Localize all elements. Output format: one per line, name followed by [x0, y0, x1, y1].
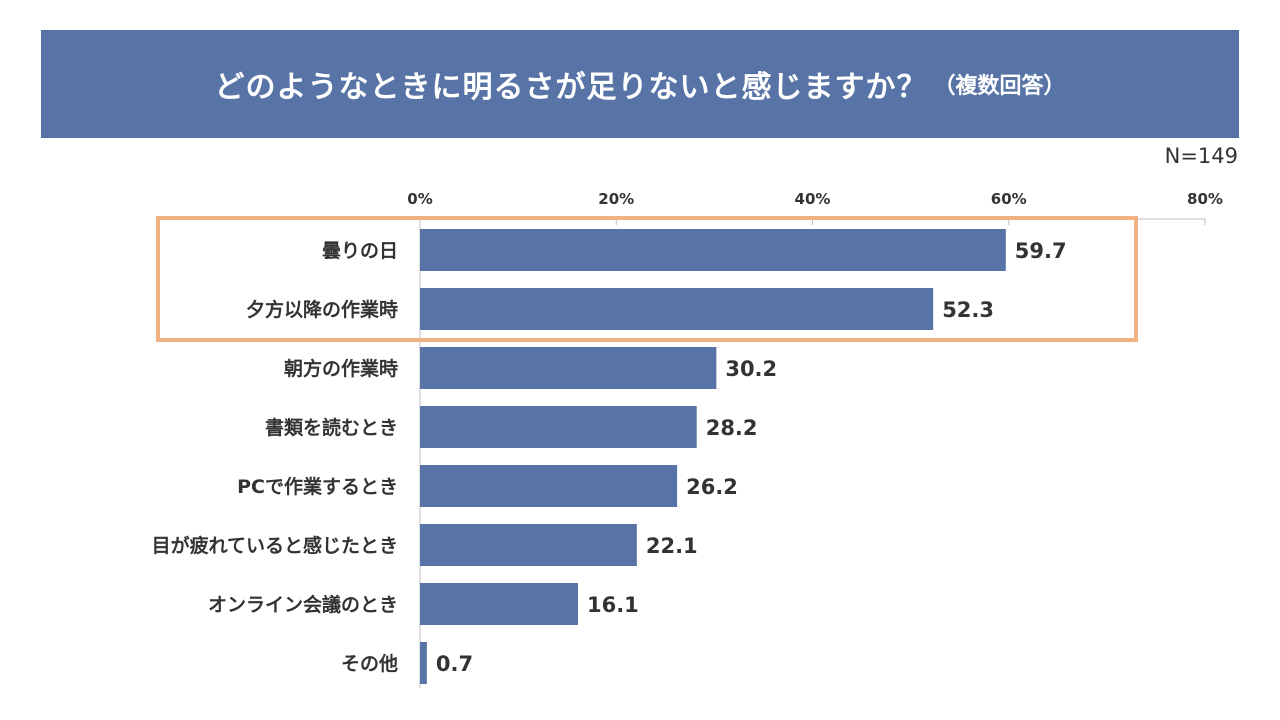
bar [420, 583, 578, 625]
bar [420, 406, 697, 448]
category-label: 夕方以降の作業時 [246, 298, 398, 321]
x-tick-label: 80% [1187, 190, 1223, 208]
data-label: 22.1 [646, 534, 698, 558]
bar [420, 465, 678, 507]
category-label: その他 [341, 652, 398, 675]
data-label: 52.3 [942, 298, 994, 322]
bar [420, 347, 717, 389]
x-tick-label: 20% [598, 190, 634, 208]
bar [420, 229, 1006, 271]
category-label: 目が疲れていると感じたとき [152, 534, 398, 557]
category-label: PCで作業するとき [237, 475, 398, 498]
data-label: 30.2 [725, 357, 777, 381]
data-label: 16.1 [587, 593, 639, 617]
title-banner: どのようなときに明るさが足りないと感じますか？ （複数回答） [41, 30, 1239, 138]
data-label: 28.2 [706, 416, 758, 440]
data-label: 0.7 [436, 652, 473, 676]
category-label: 曇りの日 [322, 240, 398, 262]
category-label: オンライン会議のとき [208, 593, 398, 616]
x-tick-label: 40% [795, 190, 831, 208]
bar [420, 524, 637, 566]
category-label: 朝方の作業時 [284, 357, 398, 380]
x-tick-label: 0% [407, 190, 432, 208]
category-label: 書類を読むとき [265, 416, 398, 439]
data-label: 59.7 [1015, 239, 1067, 263]
bar [420, 288, 934, 330]
chart-title: どのようなときに明るさが足りないと感じますか？ [214, 70, 928, 105]
sample-size-label: N=149 [1164, 144, 1238, 168]
bar [420, 642, 427, 684]
x-tick-label: 60% [991, 190, 1027, 208]
data-label: 26.2 [686, 475, 738, 499]
chart-subtitle: （複数回答） [933, 74, 1066, 99]
highlight-box [156, 216, 1138, 342]
